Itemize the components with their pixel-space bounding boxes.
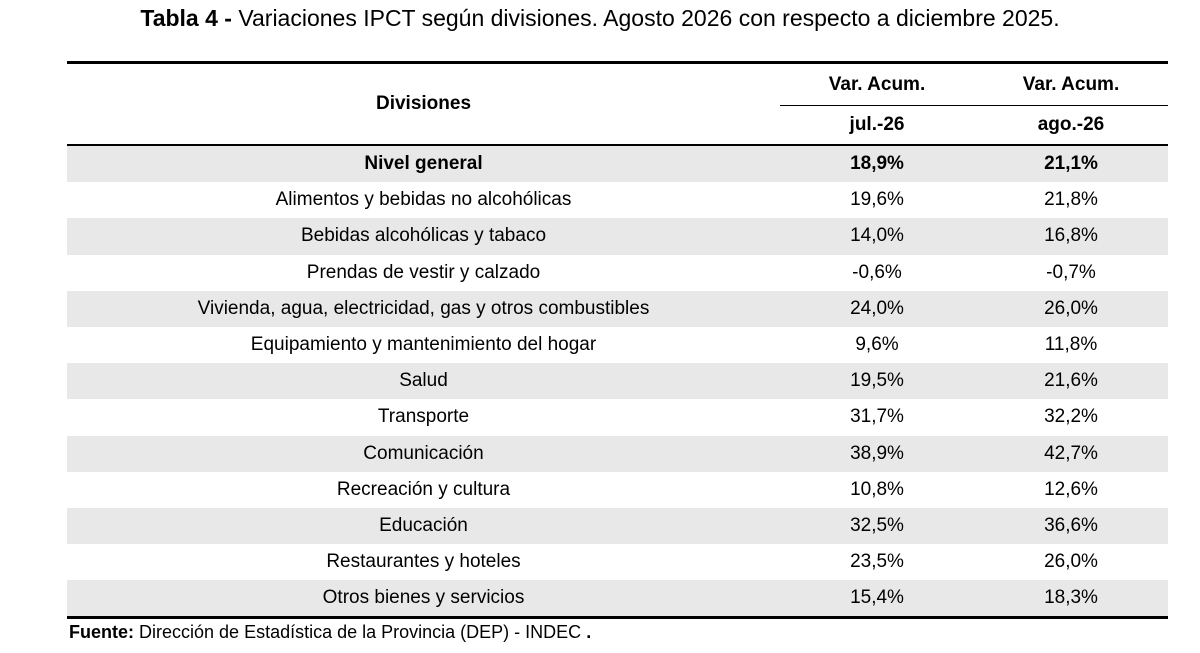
jul-value-cell: 32,5% bbox=[780, 507, 974, 545]
jul-value-cell: 9,6% bbox=[780, 326, 974, 364]
jul-value-cell: 15,4% bbox=[780, 580, 974, 620]
table-title-text: Variaciones IPCT según divisiones. Agost… bbox=[238, 5, 1060, 31]
source-end: . bbox=[586, 622, 592, 642]
division-cell: Educación bbox=[67, 507, 780, 545]
ago-value-cell: 26,0% bbox=[974, 544, 1168, 581]
table-row: Recreación y cultura 10,8% 12,6% bbox=[67, 471, 1168, 508]
jul-value-cell: -0,6% bbox=[780, 254, 974, 291]
header-var-acum-jul: Var. Acum. bbox=[780, 60, 974, 107]
header-period-jul: jul.-26 bbox=[780, 105, 974, 147]
ago-value-cell: 16,8% bbox=[974, 218, 1168, 255]
table-row: Prendas de vestir y calzado -0,6% -0,7% bbox=[67, 254, 1168, 291]
division-cell: Salud bbox=[67, 363, 780, 400]
table-body: Nivel general 18,9% 21,1% Alimentos y be… bbox=[67, 145, 1168, 620]
header-divisiones: Divisiones bbox=[67, 61, 780, 146]
table-row: Vivienda, agua, electricidad, gas y otro… bbox=[67, 290, 1168, 327]
jul-value-cell: 23,5% bbox=[780, 544, 974, 581]
division-cell: Restaurantes y hoteles bbox=[67, 544, 780, 581]
jul-value-cell: 38,9% bbox=[780, 435, 974, 472]
ago-value-cell: 11,8% bbox=[974, 326, 1168, 364]
division-cell: Bebidas alcohólicas y tabaco bbox=[67, 218, 780, 255]
ipct-divisions-table: Divisiones Var. Acum. Var. Acum. jul.-26… bbox=[67, 60, 1168, 620]
division-cell: Prendas de vestir y calzado bbox=[67, 254, 780, 291]
jul-value-cell: 31,7% bbox=[780, 399, 974, 436]
ago-value-cell: -0,7% bbox=[974, 254, 1168, 291]
jul-value-cell: 10,8% bbox=[780, 471, 974, 508]
ago-value-cell: 12,6% bbox=[974, 471, 1168, 508]
table-row: Transporte 31,7% 32,2% bbox=[67, 399, 1168, 436]
source-label: Fuente: bbox=[69, 622, 134, 642]
table-row: Bebidas alcohólicas y tabaco 14,0% 16,8% bbox=[67, 218, 1168, 255]
division-cell: Otros bienes y servicios bbox=[67, 580, 780, 620]
ago-value-cell: 32,2% bbox=[974, 399, 1168, 436]
table-row: Educación 32,5% 36,6% bbox=[67, 507, 1168, 545]
jul-value-cell: 19,6% bbox=[780, 182, 974, 219]
table-row: Comunicación 38,9% 42,7% bbox=[67, 435, 1168, 472]
jul-value-cell: 19,5% bbox=[780, 363, 974, 400]
table-row: Salud 19,5% 21,6% bbox=[67, 363, 1168, 400]
table-row: Otros bienes y servicios 15,4% 18,3% bbox=[67, 580, 1168, 620]
ago-value-cell: 21,6% bbox=[974, 363, 1168, 400]
source-text: Dirección de Estadística de la Provincia… bbox=[139, 622, 582, 642]
ago-value-cell: 26,0% bbox=[974, 290, 1168, 327]
header-var-acum-ago: Var. Acum. bbox=[974, 60, 1168, 107]
table-row: Equipamiento y mantenimiento del hogar 9… bbox=[67, 326, 1168, 364]
division-cell: Alimentos y bebidas no alcohólicas bbox=[67, 182, 780, 219]
ago-value-cell: 42,7% bbox=[974, 435, 1168, 472]
ago-value-cell: 21,1% bbox=[974, 145, 1168, 183]
division-cell: Transporte bbox=[67, 399, 780, 436]
jul-value-cell: 24,0% bbox=[780, 290, 974, 327]
ago-value-cell: 18,3% bbox=[974, 580, 1168, 620]
ago-value-cell: 36,6% bbox=[974, 507, 1168, 545]
jul-value-cell: 18,9% bbox=[780, 145, 974, 183]
table-row: Restaurantes y hoteles 23,5% 26,0% bbox=[67, 544, 1168, 581]
division-cell: Vivienda, agua, electricidad, gas y otro… bbox=[67, 290, 780, 327]
ago-value-cell: 21,8% bbox=[974, 182, 1168, 219]
division-cell: Recreación y cultura bbox=[67, 471, 780, 508]
table-row: Alimentos y bebidas no alcohólicas 19,6%… bbox=[67, 182, 1168, 219]
jul-value-cell: 14,0% bbox=[780, 218, 974, 255]
table-title: Tabla 4 - Variaciones IPCT según divisio… bbox=[0, 2, 1200, 34]
division-cell: Nivel general bbox=[67, 145, 780, 183]
table-title-label: Tabla 4 - bbox=[140, 5, 232, 31]
division-cell: Equipamiento y mantenimiento del hogar bbox=[67, 326, 780, 364]
division-cell: Comunicación bbox=[67, 435, 780, 472]
table-row: Nivel general 18,9% 21,1% bbox=[67, 145, 1168, 183]
source-note: Fuente: Dirección de Estadística de la P… bbox=[69, 622, 591, 643]
header-period-ago: ago.-26 bbox=[974, 105, 1168, 147]
